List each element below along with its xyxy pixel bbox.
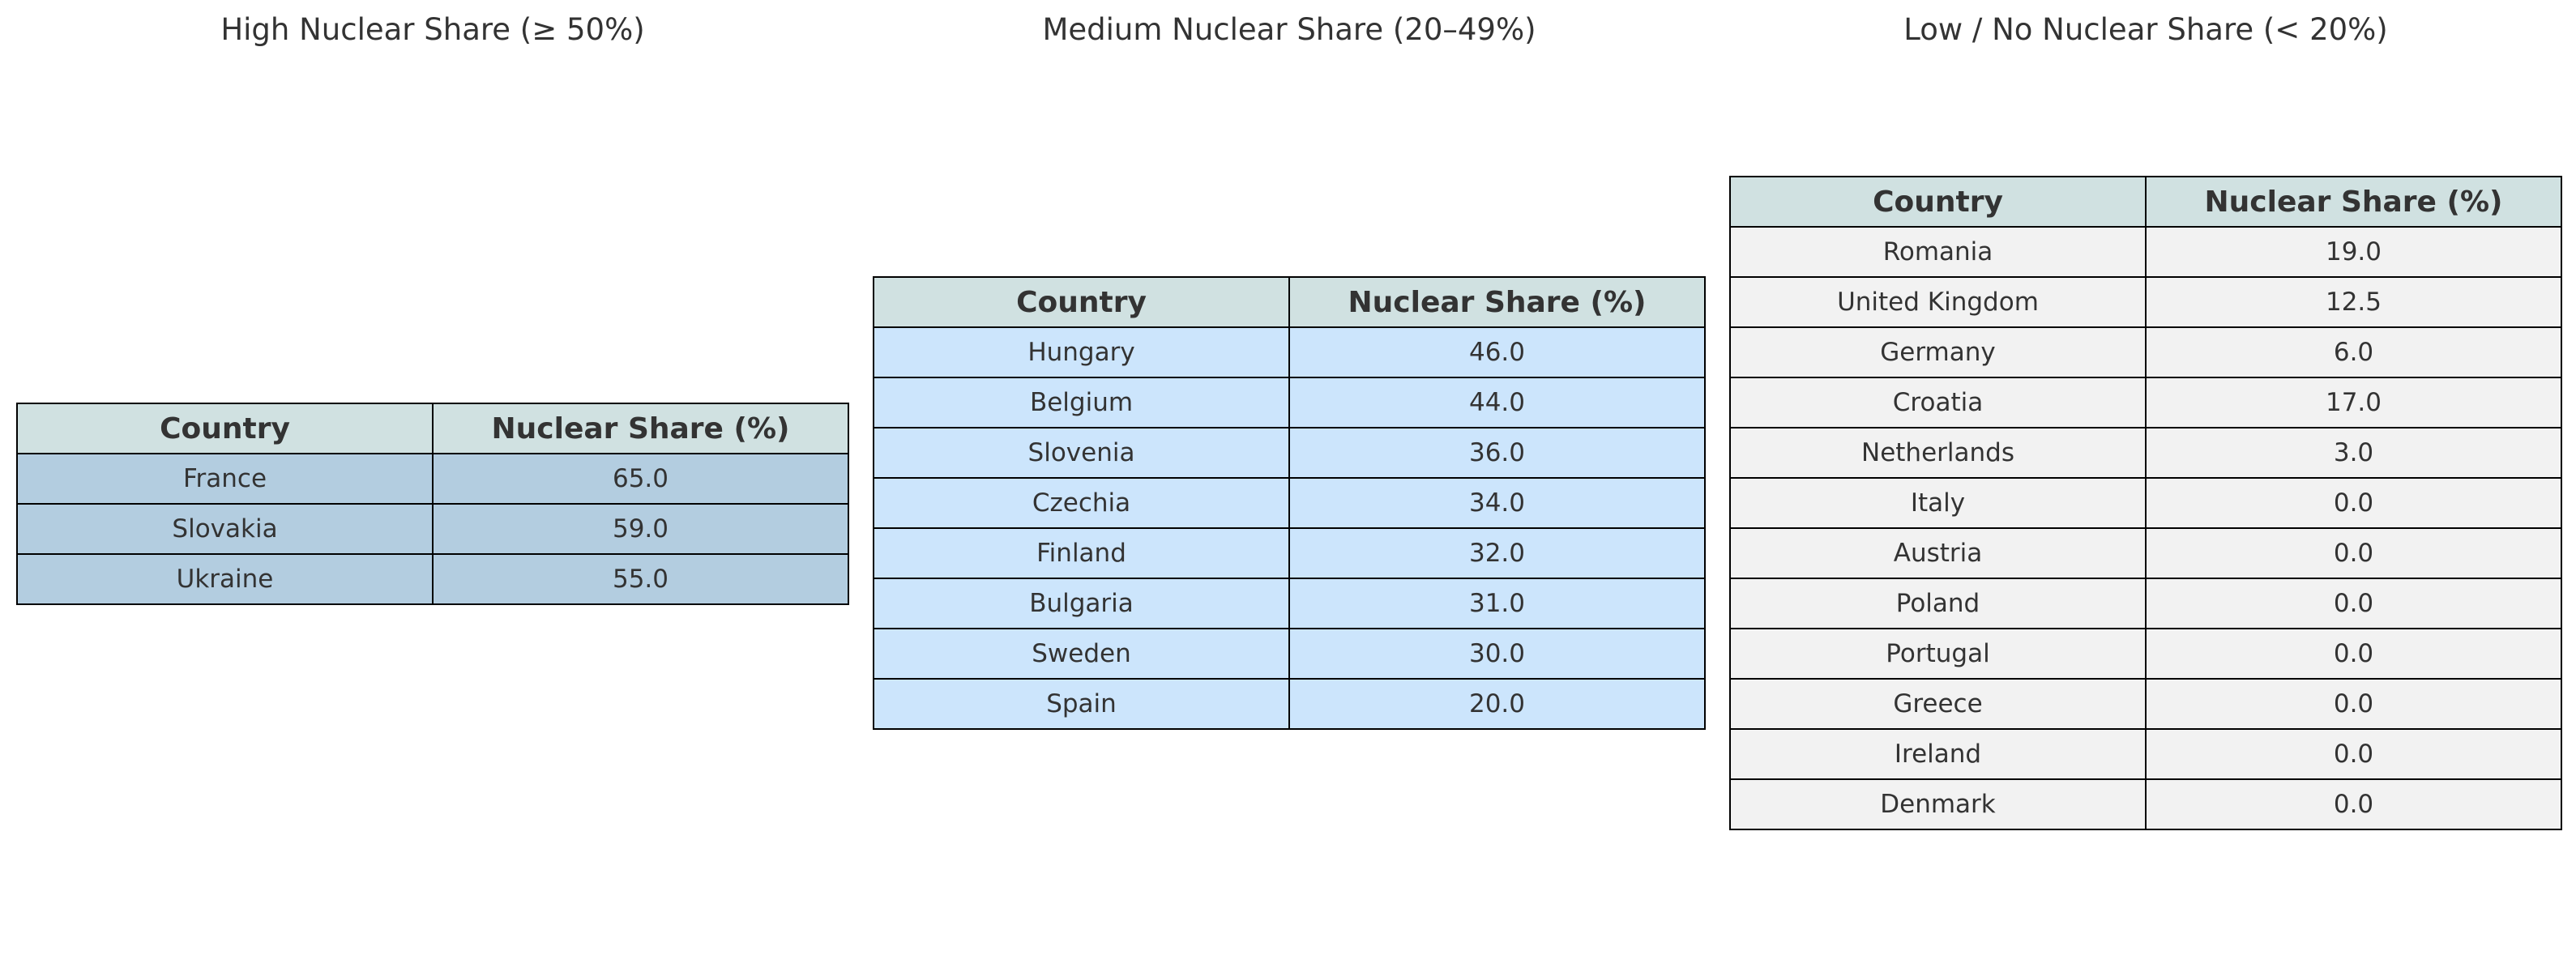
country-cell: Bulgaria bbox=[873, 578, 1290, 629]
country-cell: Croatia bbox=[1729, 377, 2147, 428]
nuclear-share-cell: 0.0 bbox=[2145, 728, 2562, 780]
high-share-title: High Nuclear Share (≥ 50%) bbox=[220, 12, 645, 47]
table-row: Bulgaria 31.0 bbox=[873, 578, 1706, 629]
country-cell: United Kingdom bbox=[1729, 276, 2147, 328]
column-header-country: Country bbox=[873, 276, 1290, 328]
table-row: Finland 32.0 bbox=[873, 527, 1706, 579]
country-cell: Slovenia bbox=[873, 427, 1290, 479]
table-row: Italy 0.0 bbox=[1729, 477, 2562, 529]
nuclear-share-cell: 0.0 bbox=[2145, 578, 2562, 629]
country-cell: Hungary bbox=[873, 326, 1290, 378]
country-cell: Portugal bbox=[1729, 628, 2147, 680]
table-row: Czechia 34.0 bbox=[873, 477, 1706, 529]
nuclear-share-cell: 31.0 bbox=[1288, 578, 1706, 629]
nuclear-share-cell: 3.0 bbox=[2145, 427, 2562, 479]
table-row: France 65.0 bbox=[16, 453, 849, 505]
column-header-country: Country bbox=[1729, 176, 2147, 228]
table-row: Belgium 44.0 bbox=[873, 377, 1706, 428]
column-header-nuclear-share: Nuclear Share (%) bbox=[432, 403, 849, 454]
table-row: United Kingdom 12.5 bbox=[1729, 276, 2562, 328]
nuclear-share-cell: 55.0 bbox=[432, 553, 849, 605]
nuclear-share-cell: 34.0 bbox=[1288, 477, 1706, 529]
nuclear-share-cell: 6.0 bbox=[2145, 326, 2562, 378]
table-row: Hungary 46.0 bbox=[873, 326, 1706, 378]
nuclear-share-cell: 65.0 bbox=[432, 453, 849, 505]
country-cell: Netherlands bbox=[1729, 427, 2147, 479]
country-cell: Belgium bbox=[873, 377, 1290, 428]
table-header-row: Country Nuclear Share (%) bbox=[873, 276, 1706, 328]
table-row: Ireland 0.0 bbox=[1729, 728, 2562, 780]
country-cell: Austria bbox=[1729, 527, 2147, 579]
column-header-nuclear-share: Nuclear Share (%) bbox=[2145, 176, 2562, 228]
table-header-row: Country Nuclear Share (%) bbox=[16, 403, 849, 454]
country-cell: Greece bbox=[1729, 678, 2147, 730]
table-row: Romania 19.0 bbox=[1729, 226, 2562, 278]
nuclear-share-cell: 30.0 bbox=[1288, 628, 1706, 680]
table-row: Slovakia 59.0 bbox=[16, 503, 849, 555]
table-row: Portugal 0.0 bbox=[1729, 628, 2562, 680]
column-header-nuclear-share: Nuclear Share (%) bbox=[1288, 276, 1706, 328]
table-row: Spain 20.0 bbox=[873, 678, 1706, 730]
nuclear-share-cell: 0.0 bbox=[2145, 678, 2562, 730]
table-row: Germany 6.0 bbox=[1729, 326, 2562, 378]
table-row: Sweden 30.0 bbox=[873, 628, 1706, 680]
nuclear-share-cell: 0.0 bbox=[2145, 778, 2562, 830]
country-cell: Poland bbox=[1729, 578, 2147, 629]
nuclear-share-cell: 59.0 bbox=[432, 503, 849, 555]
low-share-title: Low / No Nuclear Share (< 20%) bbox=[1903, 12, 2388, 47]
country-cell: Czechia bbox=[873, 477, 1290, 529]
table-row: Austria 0.0 bbox=[1729, 527, 2562, 579]
country-cell: Ireland bbox=[1729, 728, 2147, 780]
nuclear-share-cell: 0.0 bbox=[2145, 527, 2562, 579]
nuclear-share-cell: 17.0 bbox=[2145, 377, 2562, 428]
table-row: Denmark 0.0 bbox=[1729, 778, 2562, 830]
table-row: Ukraine 55.0 bbox=[16, 553, 849, 605]
country-cell: Slovakia bbox=[16, 503, 434, 555]
country-cell: Finland bbox=[873, 527, 1290, 579]
high-share-table: Country Nuclear Share (%) France 65.0 Slovak… bbox=[16, 403, 849, 605]
country-cell: France bbox=[16, 453, 434, 505]
low-share-table: Country Nuclear Share (%) Romania 19.0 Unite… bbox=[1729, 176, 2562, 830]
table-row: Poland 0.0 bbox=[1729, 578, 2562, 629]
table-row: Greece 0.0 bbox=[1729, 678, 2562, 730]
nuclear-share-cell: 0.0 bbox=[2145, 477, 2562, 529]
table-row: Netherlands 3.0 bbox=[1729, 427, 2562, 479]
nuclear-share-cell: 36.0 bbox=[1288, 427, 1706, 479]
nuclear-share-cell: 20.0 bbox=[1288, 678, 1706, 730]
table-row: Croatia 17.0 bbox=[1729, 377, 2562, 428]
medium-share-title: Medium Nuclear Share (20–49%) bbox=[1042, 12, 1536, 47]
country-cell: Germany bbox=[1729, 326, 2147, 378]
country-cell: Sweden bbox=[873, 628, 1290, 680]
column-header-country: Country bbox=[16, 403, 434, 454]
nuclear-share-cell: 32.0 bbox=[1288, 527, 1706, 579]
country-cell: Denmark bbox=[1729, 778, 2147, 830]
table-row: Slovenia 36.0 bbox=[873, 427, 1706, 479]
nuclear-share-cell: 44.0 bbox=[1288, 377, 1706, 428]
nuclear-share-cell: 19.0 bbox=[2145, 226, 2562, 278]
country-cell: Spain bbox=[873, 678, 1290, 730]
table-header-row: Country Nuclear Share (%) bbox=[1729, 176, 2562, 228]
country-cell: Ukraine bbox=[16, 553, 434, 605]
country-cell: Italy bbox=[1729, 477, 2147, 529]
country-cell: Romania bbox=[1729, 226, 2147, 278]
nuclear-share-cell: 12.5 bbox=[2145, 276, 2562, 328]
nuclear-share-cell: 0.0 bbox=[2145, 628, 2562, 680]
nuclear-share-cell: 46.0 bbox=[1288, 326, 1706, 378]
medium-share-table: Country Nuclear Share (%) Hungary 46.0 Belgi… bbox=[873, 276, 1706, 730]
